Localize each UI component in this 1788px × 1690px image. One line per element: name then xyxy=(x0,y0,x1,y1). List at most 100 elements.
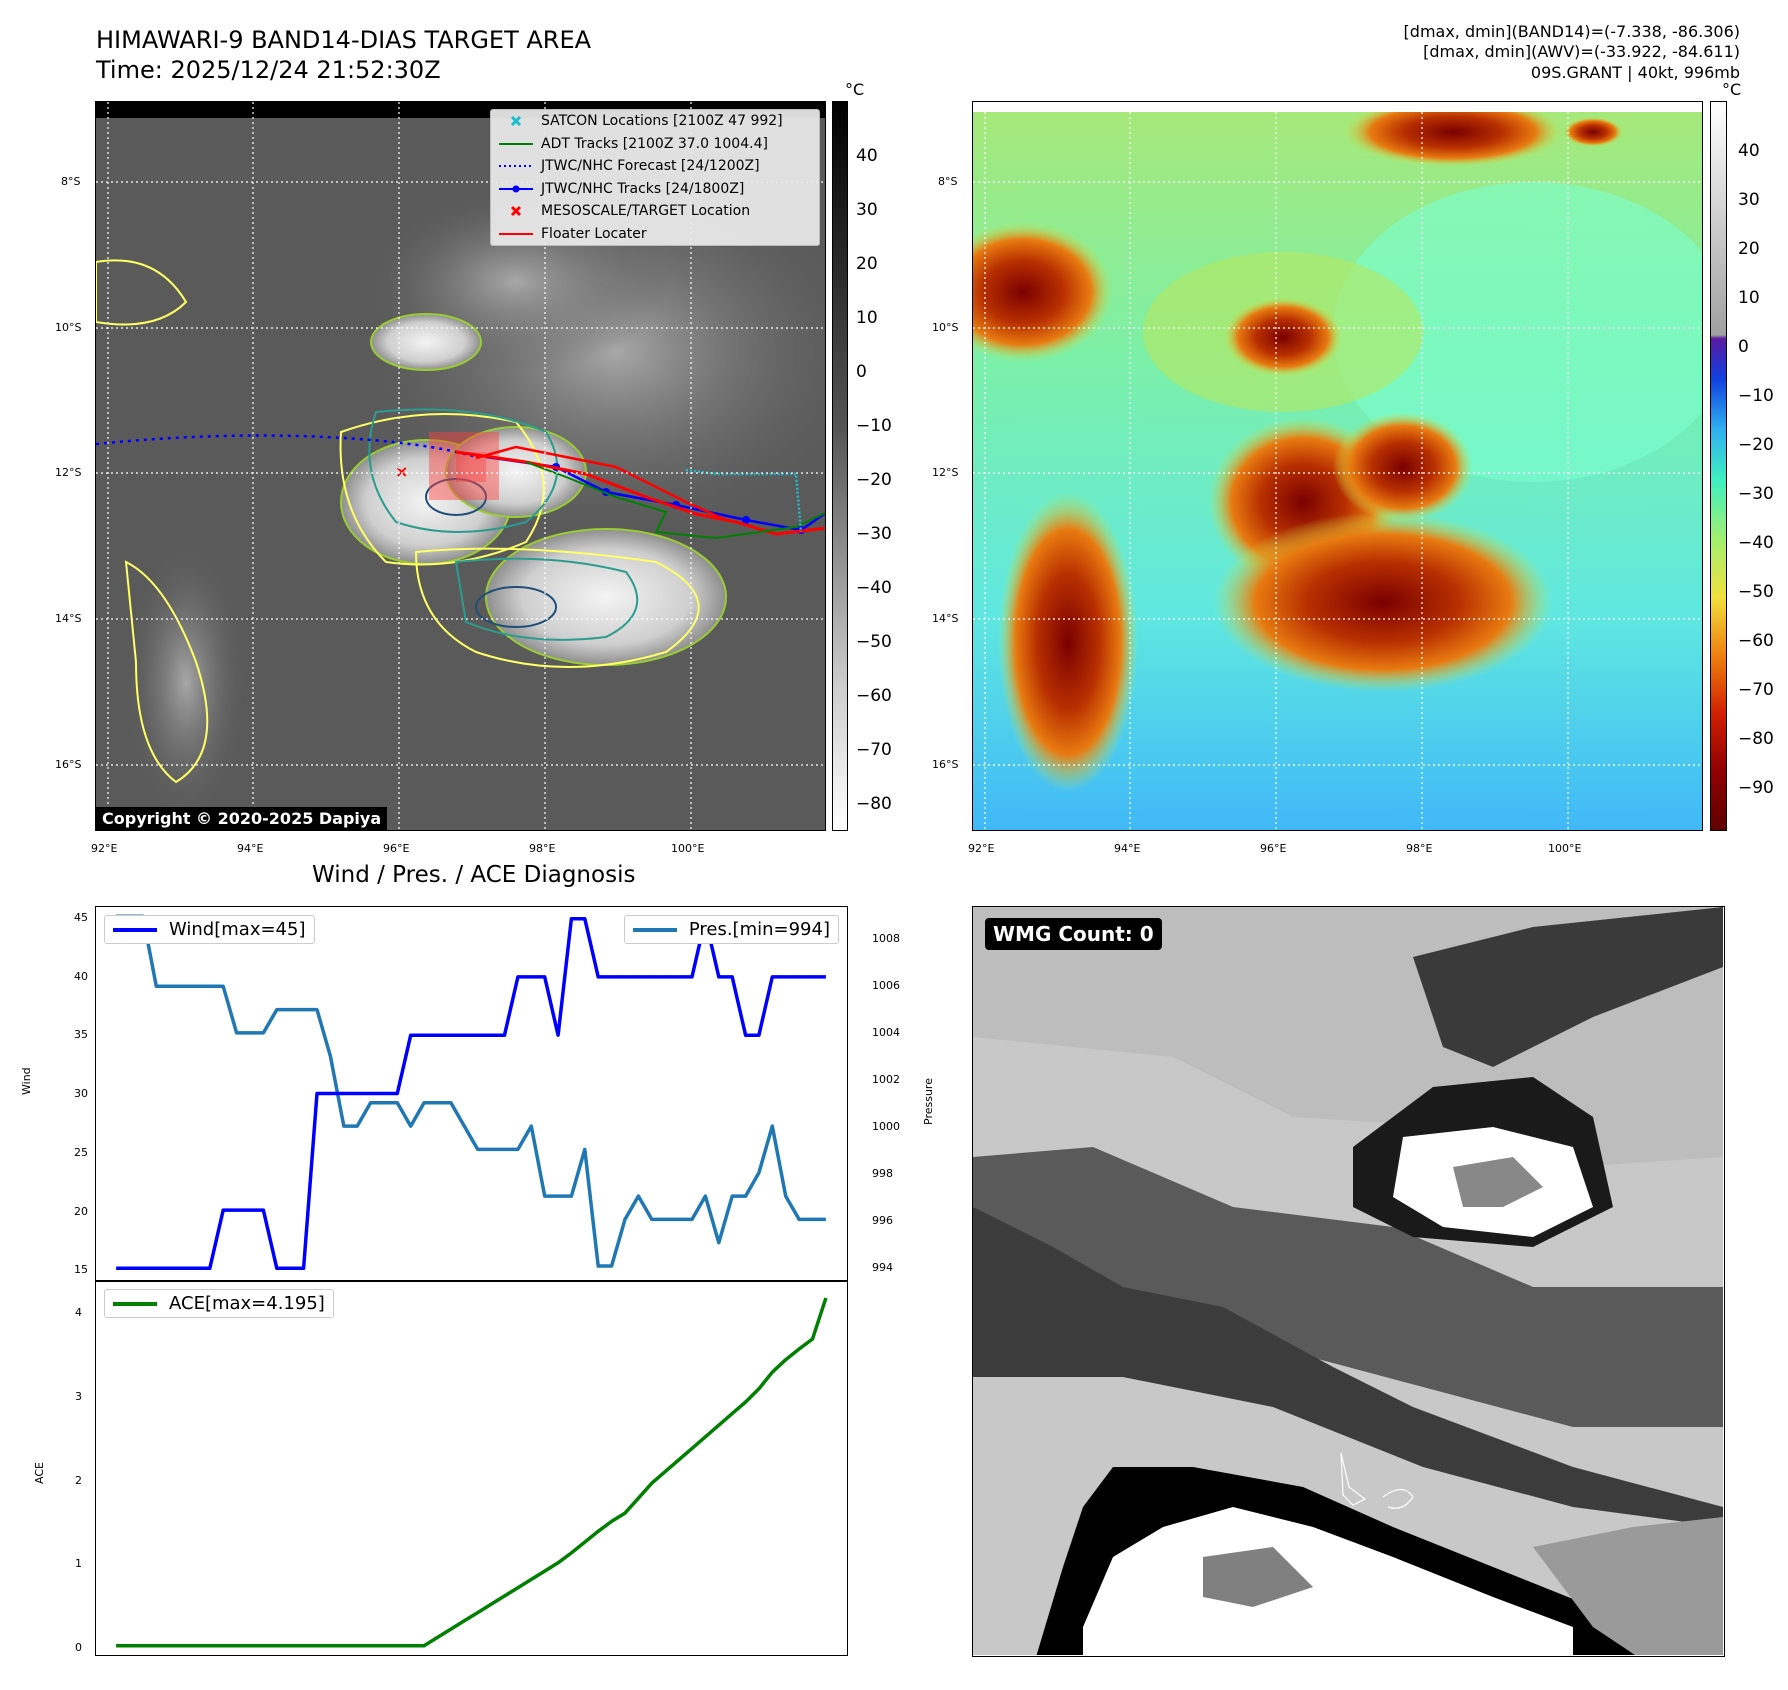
colorbar-tick-label: −20 xyxy=(1738,435,1774,455)
axis-tick-label: 35 xyxy=(74,1028,88,1042)
copyright-label: Copyright © 2020-2025 Dapiya xyxy=(96,807,388,830)
ir-map-panel: × SATCON Locations [2100Z 47 992] ADT Tr… xyxy=(95,101,826,831)
axis-tick-label: 994 xyxy=(872,1260,893,1274)
legend-label: ADT Tracks [2100Z 37.0 1004.4] xyxy=(541,135,768,152)
pressure-axis-label: Pressure xyxy=(922,1078,935,1125)
wind-pres-plot xyxy=(116,914,826,1271)
colorbar-tick-label: 0 xyxy=(1738,337,1749,357)
ir-lon-label: 96°E xyxy=(383,842,410,855)
line-icon xyxy=(113,1301,157,1306)
map-time: Time: 2025/12/24 21:52:30Z xyxy=(96,56,441,84)
legend-item-floater: Floater Locater xyxy=(491,223,819,246)
pressure-line xyxy=(116,914,826,1268)
axis-tick-label: 25 xyxy=(74,1145,88,1159)
wind-axis-label: Wind xyxy=(20,1067,33,1095)
ace-axis-label: ACE xyxy=(33,1462,46,1484)
wind-legend-label: Wind[max=45] xyxy=(169,919,306,940)
wind-pres-chart: Wind[max=45] Pres.[min=994] xyxy=(95,906,848,1282)
x-marker-icon xyxy=(499,114,533,128)
axis-tick-label: 1006 xyxy=(872,978,900,992)
colorbar-tick-label: −10 xyxy=(1738,386,1774,406)
axis-tick-label: 4 xyxy=(75,1306,82,1320)
ir-map-legend: SATCON Locations [2100Z 47 992] ADT Trac… xyxy=(490,109,820,246)
colorbar-tick-label: −50 xyxy=(856,632,892,652)
colorbar-tick-label: −60 xyxy=(1738,631,1774,651)
colorbar-tick-label: −10 xyxy=(856,416,892,436)
color-map-image xyxy=(973,102,1702,830)
ir-lat-label: 16°S xyxy=(55,758,82,771)
axis-tick-label: 2 xyxy=(75,1473,82,1487)
axis-tick-label: 0 xyxy=(75,1640,82,1654)
ir-lat-label: 12°S xyxy=(55,466,82,479)
color-map-panel xyxy=(972,101,1703,831)
axis-tick-label: 1004 xyxy=(872,1025,900,1039)
ir-colorbar xyxy=(832,101,848,831)
colorbar-tick-label: 40 xyxy=(856,146,878,166)
colorbar-tick-label: 20 xyxy=(1738,239,1760,259)
colorbar-tick-label: 10 xyxy=(856,308,878,328)
dotted-line-icon xyxy=(499,159,533,173)
color-lat-label: 12°S xyxy=(932,466,959,479)
axis-tick-label: 3 xyxy=(75,1389,82,1403)
legend-item-jtwc-tracks: JTWC/NHC Tracks [24/1800Z] xyxy=(491,178,819,201)
ir-colorbar-unit: °C xyxy=(845,80,865,99)
wmg-count-badge: WMG Count: 0 xyxy=(985,918,1162,950)
color-lat-label: 16°S xyxy=(932,758,959,771)
target-location-marker: × xyxy=(395,462,408,481)
legend-item-jtwc-forecast: JTWC/NHC Forecast [24/1200Z] xyxy=(491,155,819,178)
axis-tick-label: 20 xyxy=(74,1204,88,1218)
axis-tick-label: 15 xyxy=(74,1263,88,1277)
ir-lon-label: 94°E xyxy=(237,842,264,855)
legend-label: JTWC/NHC Tracks [24/1800Z] xyxy=(541,180,745,197)
axis-tick-label: 1008 xyxy=(872,931,900,945)
wind-legend: Wind[max=45] xyxy=(104,915,315,944)
wind-line xyxy=(116,916,826,1271)
axis-tick-label: 1002 xyxy=(872,1072,900,1086)
colorbar-tick-label: −30 xyxy=(856,524,892,544)
ir-lon-label: 100°E xyxy=(671,842,705,855)
x-marker-icon xyxy=(499,204,533,218)
colorbar-tick-label: −60 xyxy=(856,686,892,706)
colorbar-tick-label: −40 xyxy=(856,578,892,598)
axis-tick-label: 996 xyxy=(872,1213,893,1227)
colorbar-tick-label: −50 xyxy=(1738,582,1774,602)
colorbar-tick-label: −30 xyxy=(1738,484,1774,504)
axis-tick-label: 1 xyxy=(75,1557,82,1571)
colorbar-tick-label: 30 xyxy=(1738,190,1760,210)
axis-tick-label: 40 xyxy=(74,969,88,983)
ir-lon-label: 92°E xyxy=(91,842,118,855)
color-colorbar-unit: °C xyxy=(1722,80,1742,99)
colorbar-tick-label: −70 xyxy=(856,740,892,760)
info-awv-range: [dmax, dmin](AWV)=(-33.922, -84.611) xyxy=(1423,42,1740,61)
color-lon-label: 96°E xyxy=(1260,842,1287,855)
color-lon-label: 94°E xyxy=(1114,842,1141,855)
color-lat-label: 14°S xyxy=(932,612,959,625)
colorbar-tick-label: 40 xyxy=(1738,141,1760,161)
map-title: HIMAWARI-9 BAND14-DIAS TARGET AREA xyxy=(96,26,592,54)
color-lon-label: 92°E xyxy=(968,842,995,855)
legend-label: MESOSCALE/TARGET Location xyxy=(541,203,751,220)
ir-lat-label: 8°S xyxy=(61,175,81,188)
ir-lon-label: 98°E xyxy=(529,842,556,855)
color-lat-label: 8°S xyxy=(938,175,958,188)
pres-legend: Pres.[min=994] xyxy=(623,915,839,944)
line-icon xyxy=(113,927,157,932)
ace-chart: ACE[max=4.195] xyxy=(95,1280,848,1656)
colorbar-tick-label: 0 xyxy=(856,362,867,382)
line-icon xyxy=(499,227,533,241)
colorbar-tick-label: −70 xyxy=(1738,680,1774,700)
info-band14-range: [dmax, dmin](BAND14)=(-7.338, -86.306) xyxy=(1403,22,1740,41)
legend-label: JTWC/NHC Forecast [24/1200Z] xyxy=(541,158,760,175)
axis-tick-label: 998 xyxy=(872,1166,893,1180)
ace-legend-label: ACE[max=4.195] xyxy=(169,1293,325,1314)
colorbar-tick-label: −90 xyxy=(1738,778,1774,798)
legend-item-adt: ADT Tracks [2100Z 37.0 1004.4] xyxy=(491,133,819,156)
colorbar-tick-label: 10 xyxy=(1738,288,1760,308)
wmg-image xyxy=(973,907,1723,1656)
legend-label: SATCON Locations [2100Z 47 992] xyxy=(541,113,783,130)
color-lat-label: 10°S xyxy=(932,321,959,334)
colorbar-tick-label: 30 xyxy=(856,200,878,220)
ace-legend: ACE[max=4.195] xyxy=(104,1289,334,1318)
ir-lat-label: 14°S xyxy=(55,612,82,625)
colorbar-tick-label: −40 xyxy=(1738,533,1774,553)
